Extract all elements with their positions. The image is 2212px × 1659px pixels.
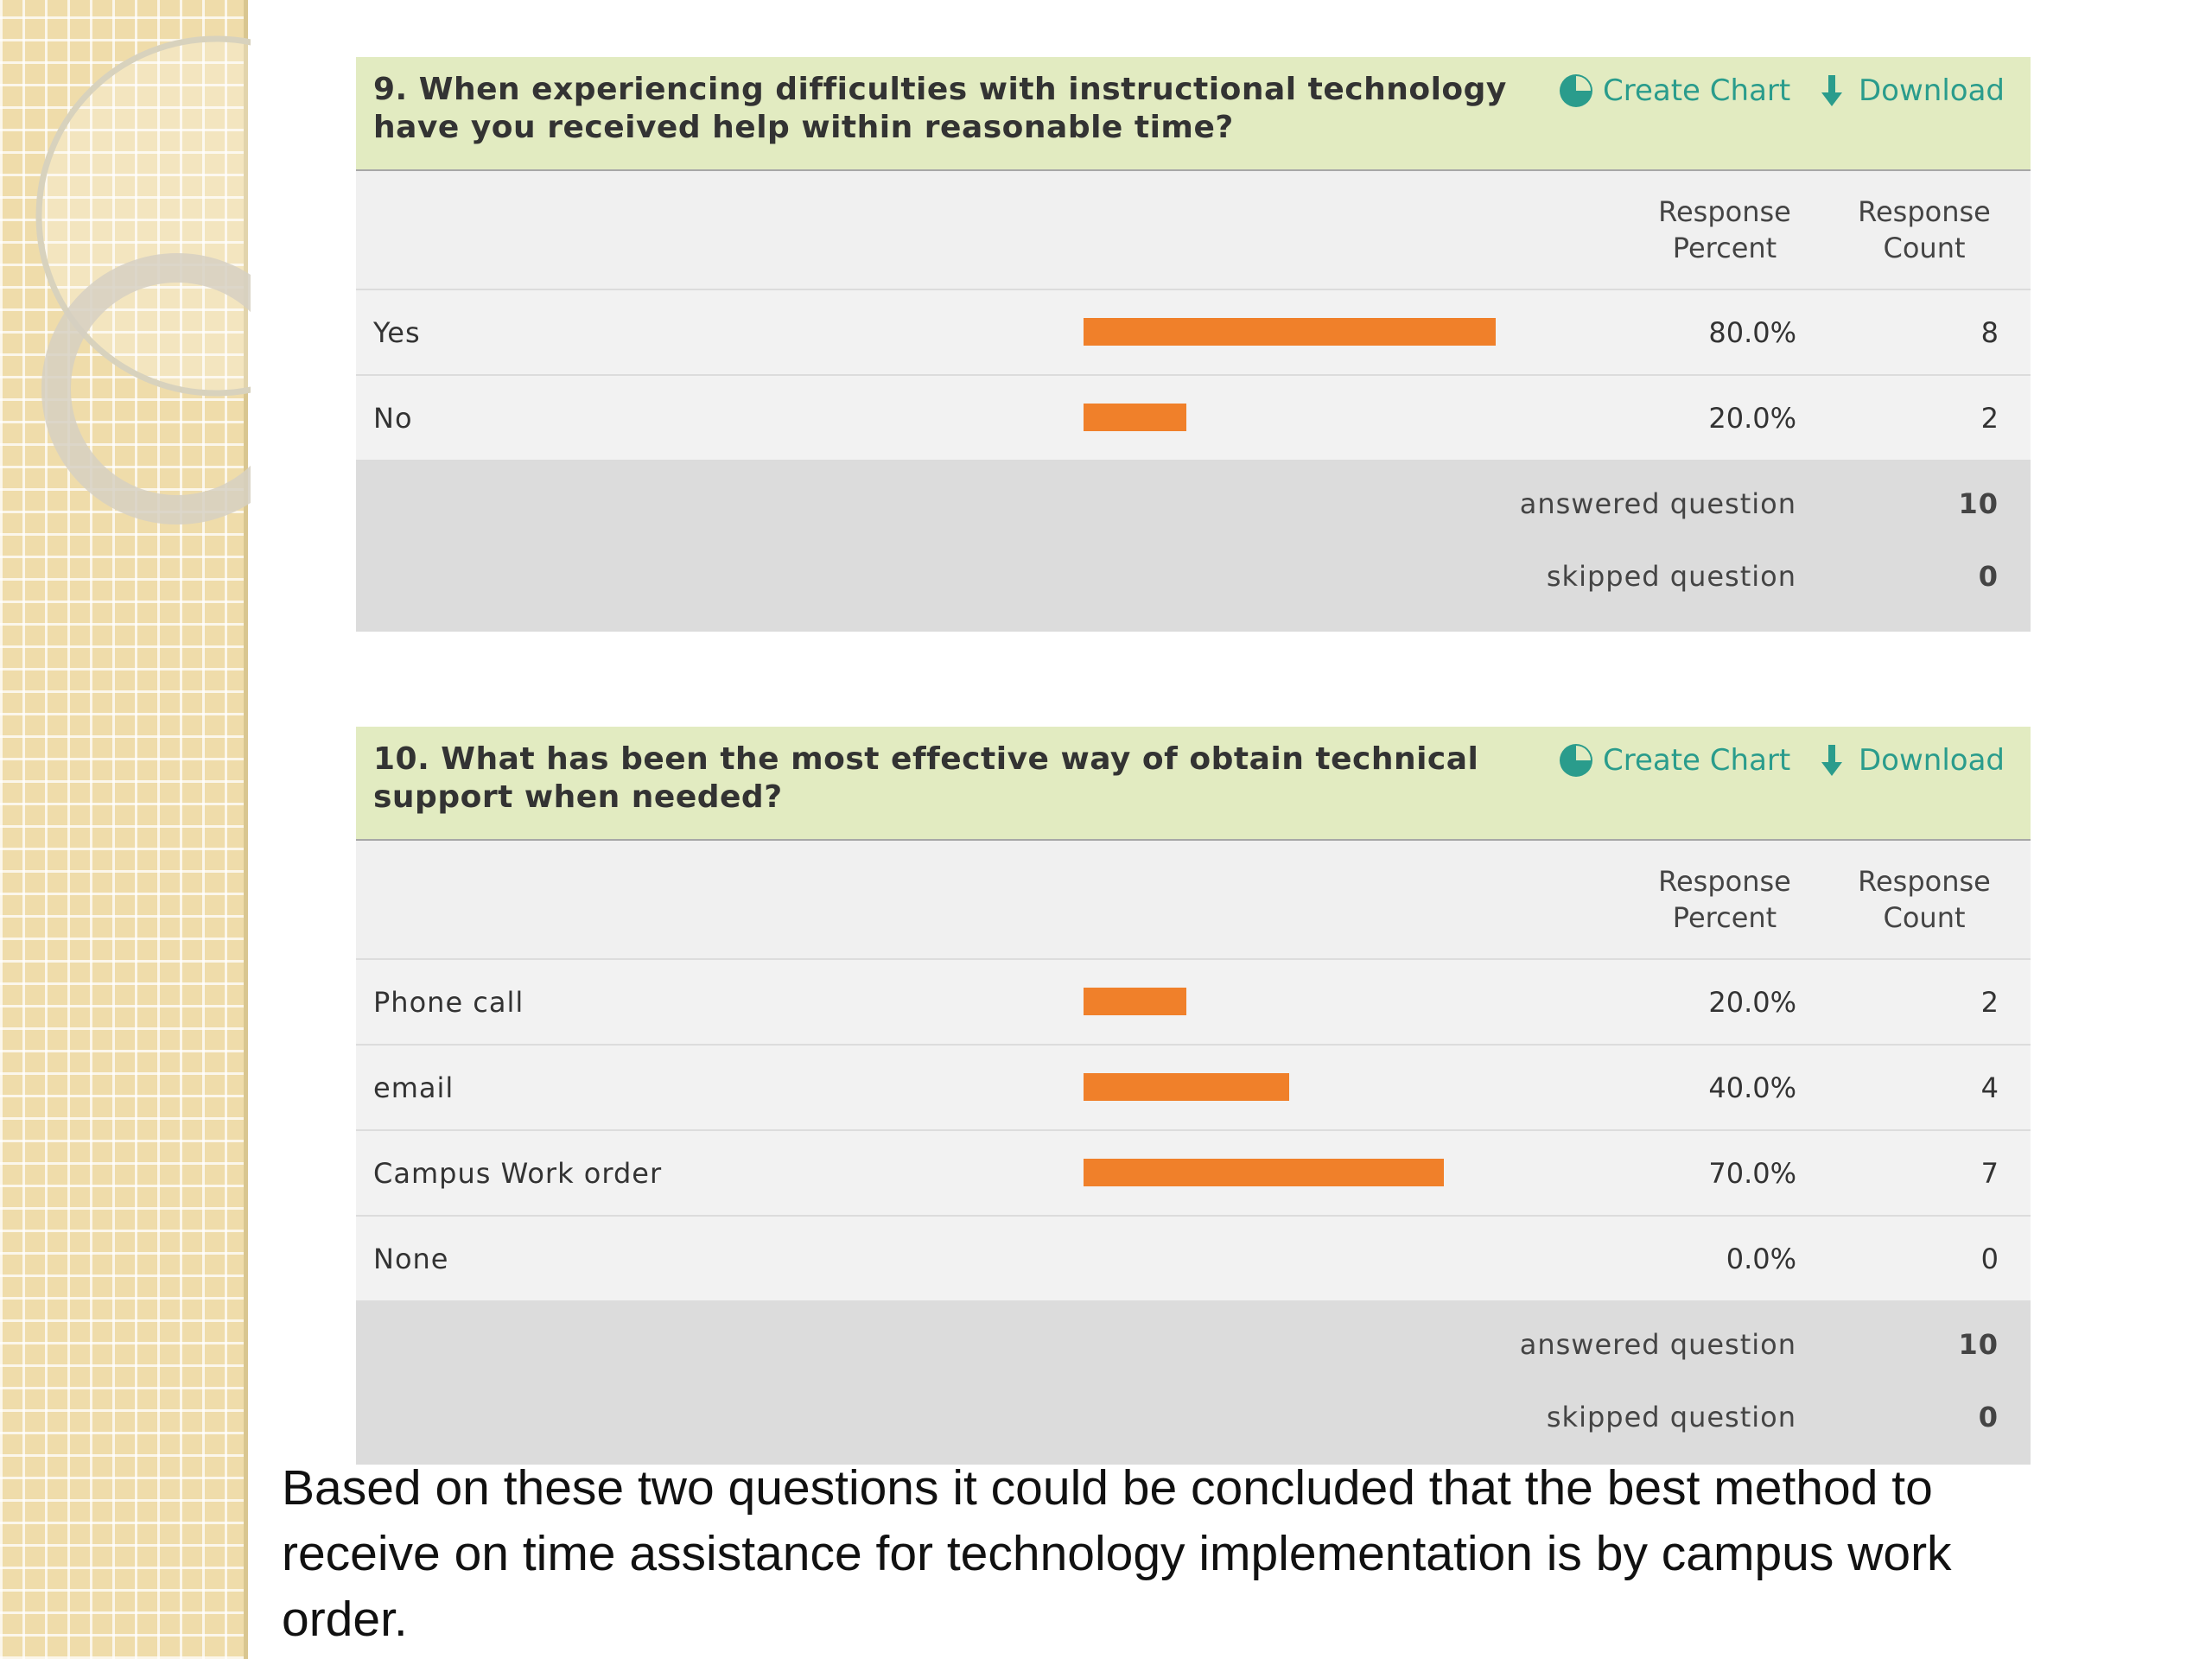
summary-row: skipped question 0	[356, 541, 2031, 613]
action-link[interactable]: Create Chart	[1558, 73, 1790, 109]
column-header: Response Percent	[1658, 865, 1791, 934]
chart-icon	[1560, 74, 1592, 107]
conclusion: Based on these two questions it could be…	[282, 1460, 1952, 1647]
answer-row: Phone call 20.0% 2	[356, 960, 2031, 1046]
response-count: 7	[1980, 1157, 1999, 1190]
download-icon	[1821, 745, 1842, 776]
answer-label: Phone call	[373, 986, 524, 1019]
summary-value: 0	[1978, 1401, 1999, 1433]
summary-label: answered question	[1519, 1328, 1796, 1361]
question-title: 10. What has been the most effective way…	[373, 741, 1479, 815]
answer-label: No	[373, 402, 413, 435]
response-percent: 40.0%	[1708, 1071, 1796, 1104]
summary: answered question 10 skipped question 0	[356, 1302, 2031, 1465]
action-link[interactable]: Download	[1814, 73, 2005, 109]
download-icon	[1821, 75, 1842, 106]
answer-label: Campus Work order	[373, 1157, 663, 1190]
percent-bar	[1084, 404, 1187, 431]
response-count: 4	[1980, 1071, 1999, 1104]
question-header: 10. What has been the most effective way…	[356, 727, 2031, 841]
response-percent: 20.0%	[1708, 986, 1796, 1019]
answer-row: email 40.0% 4	[356, 1046, 2031, 1131]
summary-label: skipped question	[1546, 1401, 1796, 1433]
action-link[interactable]: Download	[1814, 742, 2005, 779]
column-headers: Response Percent Response Count	[356, 171, 2031, 290]
column-header: Response Percent	[1658, 195, 1791, 264]
response-count: 2	[1980, 986, 1999, 1019]
question-header: 9. When experiencing difficulties with i…	[356, 57, 2031, 171]
percent-bar	[1084, 1073, 1290, 1101]
decor-rings	[35, 35, 251, 524]
chart-icon	[1560, 744, 1592, 777]
column-headers: Response Percent Response Count	[356, 841, 2031, 960]
summary-label: answered question	[1519, 487, 1796, 520]
answer-row: None 0.0% 0	[356, 1217, 2031, 1302]
response-percent: 20.0%	[1708, 402, 1796, 435]
response-count: 2	[1980, 402, 1999, 435]
summary-value: 0	[1978, 560, 1999, 593]
percent-bar	[1084, 988, 1187, 1015]
percent-bar	[1084, 1159, 1445, 1186]
answer-row: Campus Work order 70.0% 7	[356, 1131, 2031, 1217]
response-percent: 80.0%	[1708, 316, 1796, 349]
action-label: Create Chart	[1603, 73, 1791, 108]
column-header: Response Count	[1858, 865, 1991, 934]
question-title: 9. When experiencing difficulties with i…	[373, 72, 1507, 145]
percent-bar	[1084, 318, 1496, 346]
answer-row: Yes 80.0% 8	[356, 290, 2031, 376]
summary-label: skipped question	[1546, 560, 1796, 593]
response-count: 8	[1980, 316, 1999, 349]
summary-row: answered question 10	[356, 1309, 2031, 1382]
answer-label: email	[373, 1071, 454, 1104]
summary-row: skipped question 0	[356, 1382, 2031, 1454]
response-percent: 70.0%	[1708, 1157, 1796, 1190]
answer-row: No 20.0% 2	[356, 376, 2031, 461]
question-panel: 10. What has been the most effective way…	[356, 727, 2031, 1465]
summary-value: 10	[1958, 487, 1999, 520]
response-count: 0	[1980, 1243, 1999, 1275]
question-panel: 9. When experiencing difficulties with i…	[356, 57, 2031, 632]
summary: answered question 10 skipped question 0	[356, 461, 2031, 632]
decor-edge	[244, 0, 248, 1659]
answer-label: Yes	[373, 316, 421, 349]
action-label: Download	[1859, 743, 2005, 778]
action-label: Download	[1859, 73, 2005, 108]
action-link[interactable]: Create Chart	[1558, 742, 1790, 779]
action-label: Create Chart	[1603, 743, 1791, 778]
response-percent: 0.0%	[1726, 1243, 1796, 1275]
column-header: Response Count	[1858, 195, 1991, 264]
summary-row: answered question 10	[356, 468, 2031, 541]
summary-value: 10	[1958, 1328, 1999, 1361]
answer-label: None	[373, 1243, 449, 1275]
